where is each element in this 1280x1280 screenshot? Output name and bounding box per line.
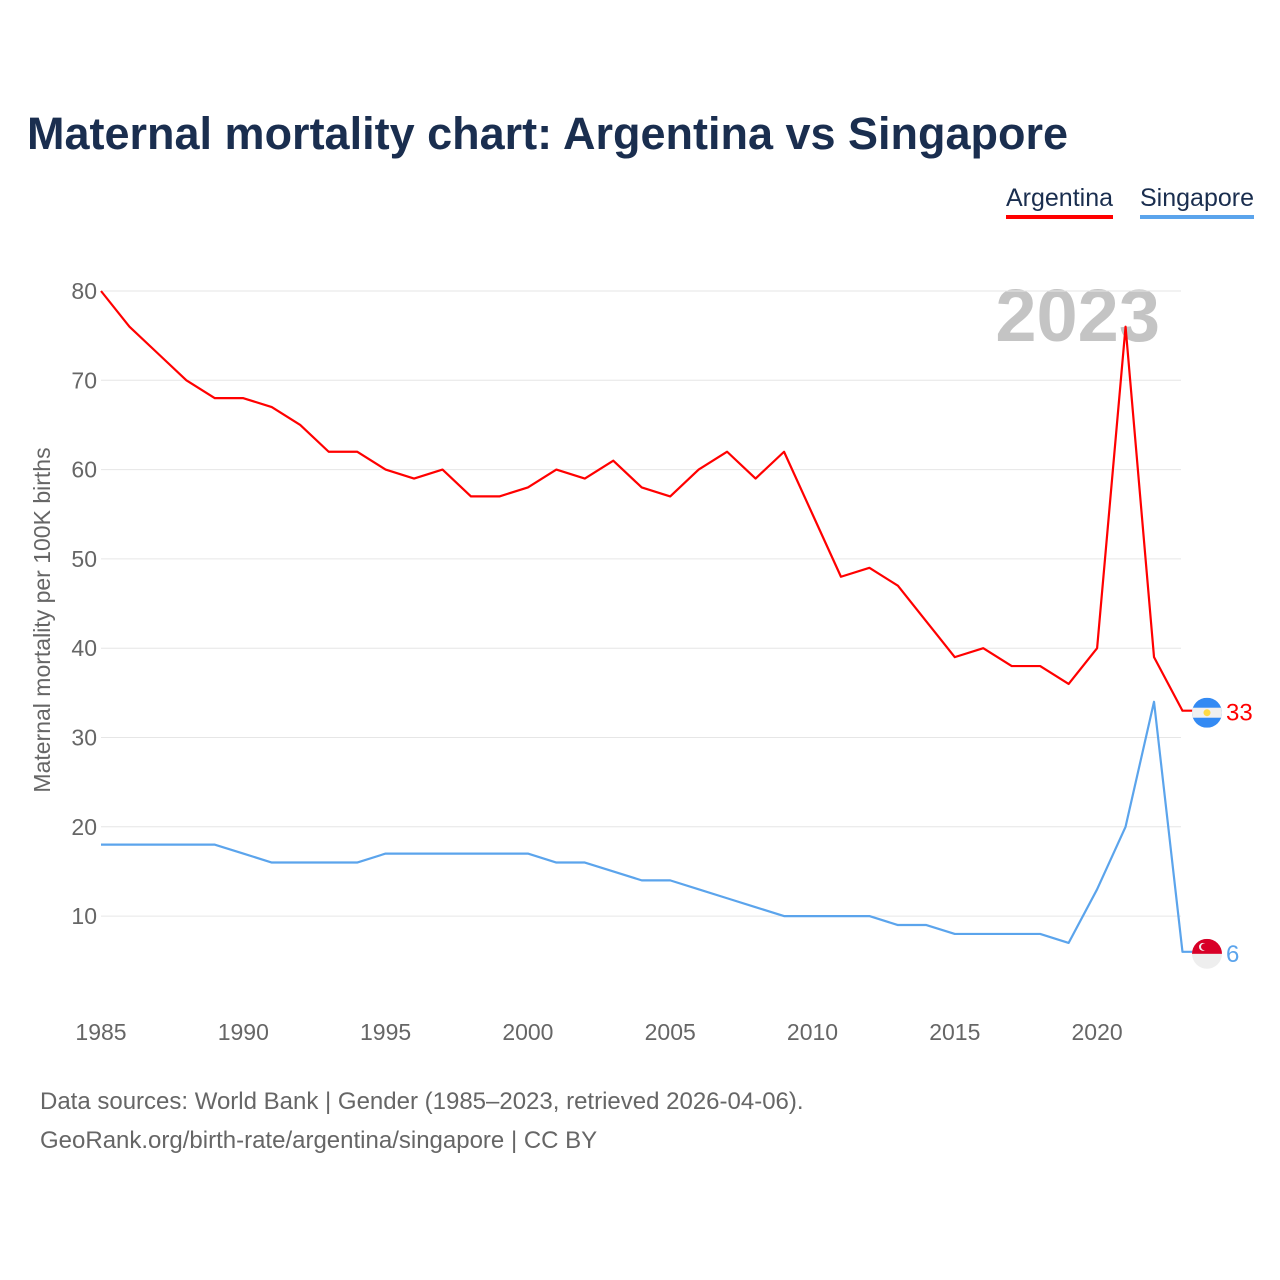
end-value-label-singapore: 6 (1226, 941, 1239, 968)
singapore-flag-icon (1192, 938, 1222, 969)
x-tick-label: 2010 (787, 1019, 838, 1045)
y-tick-label: 80 (71, 278, 97, 304)
legend-singapore[interactable]: Singapore (1140, 184, 1254, 219)
y-tick-label: 30 (71, 725, 97, 751)
x-tick-label: 1995 (360, 1019, 411, 1045)
x-tick-label: 2020 (1072, 1019, 1123, 1045)
legend-argentina[interactable]: Argentina (1006, 184, 1114, 219)
y-tick-label: 40 (71, 635, 97, 661)
y-tick-label: 20 (71, 814, 97, 840)
y-tick-label: 50 (71, 546, 97, 572)
y-tick-label: 70 (71, 367, 97, 393)
footer-attribution: GeoRank.org/birth-rate/argentina/singapo… (40, 1127, 598, 1154)
series-line-argentina (100, 290, 1193, 712)
x-tick-label: 1990 (218, 1019, 269, 1045)
y-tick-label: 60 (71, 457, 97, 483)
y-axis-label: Maternal mortality per 100K births (29, 447, 55, 792)
x-tick-label: 2005 (645, 1019, 696, 1045)
x-tick-label: 2015 (929, 1019, 980, 1045)
footer-sources: Data sources: World Bank | Gender (1985–… (40, 1088, 804, 1115)
series-line-singapore (101, 700, 1193, 953)
chart-title: Maternal mortality chart: Argentina vs S… (27, 108, 1069, 159)
x-tick-label: 2000 (502, 1019, 553, 1045)
x-tick-label: 1985 (75, 1019, 126, 1045)
argentina-flag-icon (1192, 697, 1222, 728)
end-value-label-argentina: 33 (1226, 700, 1253, 727)
y-tick-label: 10 (71, 903, 97, 929)
year-watermark: 2023 (995, 274, 1160, 357)
